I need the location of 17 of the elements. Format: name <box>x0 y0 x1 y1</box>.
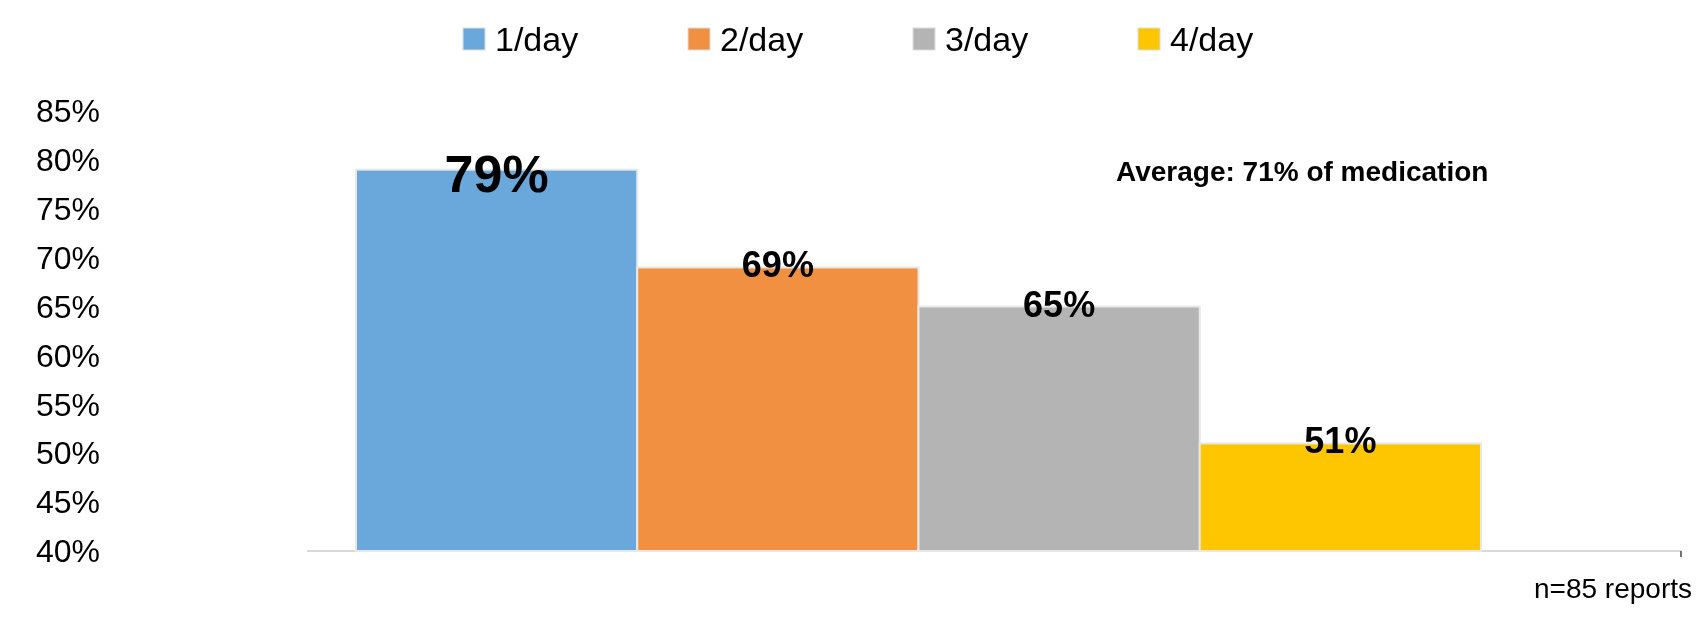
y-tick-label: 70% <box>35 239 100 276</box>
y-tick-label: 40% <box>35 533 100 570</box>
legend-label: 4/day <box>1170 19 1254 58</box>
legend-label: 2/day <box>720 19 804 58</box>
legend-label: 3/day <box>945 19 1029 58</box>
annotation: Average: 71% of medication <box>1116 155 1489 187</box>
y-tick-label: 85% <box>35 93 100 130</box>
y-tick-label: 55% <box>35 386 100 423</box>
y-tick-label: 50% <box>35 435 100 472</box>
y-tick-label: 45% <box>35 484 100 521</box>
y-tick-label: 65% <box>35 288 100 325</box>
text: n=85 reports <box>1534 573 1692 604</box>
text: 65% <box>1023 283 1096 325</box>
y-tick-label: 60% <box>35 337 100 374</box>
y-tick-label: 80% <box>35 142 100 179</box>
y-tick-label: 75% <box>35 190 100 227</box>
legend-label: 1/day <box>495 19 579 58</box>
